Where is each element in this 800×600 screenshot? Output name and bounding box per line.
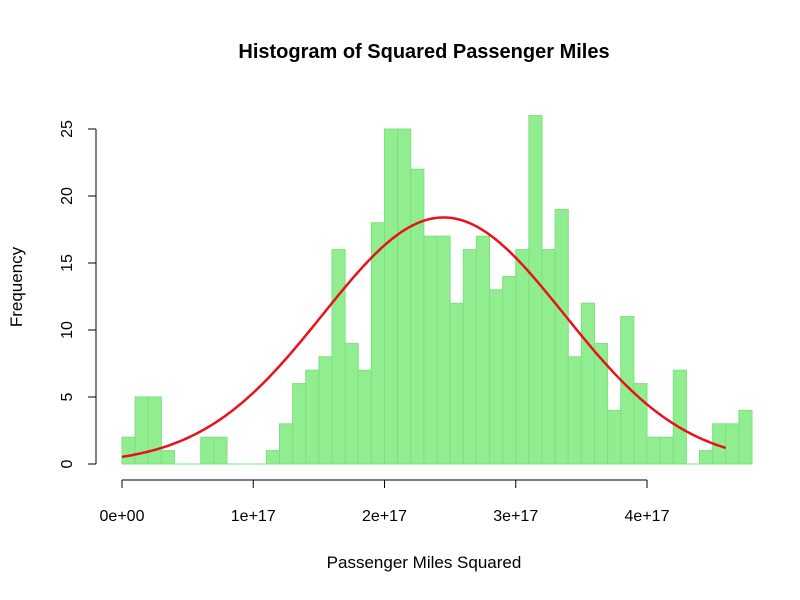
histogram-bar	[410, 168, 425, 465]
chart-title: Histogram of Squared Passenger Miles	[238, 41, 609, 63]
y-tick-label: 15	[59, 254, 76, 272]
histogram-bar	[672, 369, 687, 465]
histogram-bar	[528, 115, 543, 465]
histogram-bar	[502, 275, 517, 465]
histogram-bar	[633, 383, 648, 465]
histogram-bar	[121, 436, 136, 465]
histogram-bar	[397, 128, 412, 465]
x-axis-label: Passenger Miles Squared	[327, 553, 522, 572]
x-tick-label: 0e+00	[100, 508, 145, 525]
x-tick-label: 4e+17	[625, 508, 670, 525]
histogram-bar	[541, 249, 556, 465]
x-tick-label: 2e+17	[362, 508, 407, 525]
histogram-bar	[515, 249, 530, 465]
histogram-bar	[331, 249, 346, 465]
histogram-bar	[725, 423, 740, 465]
y-tick-label: 0	[59, 459, 76, 468]
y-tick-label: 20	[59, 187, 76, 205]
y-axis: 0 5 10 15 20 25	[59, 120, 97, 468]
histogram-bar	[594, 342, 609, 465]
histogram-bar	[475, 235, 491, 465]
histogram-bar	[200, 436, 215, 465]
x-tick-label: 1e+17	[231, 508, 276, 525]
y-axis-label: Frequency	[7, 246, 26, 327]
histogram-bars	[121, 115, 753, 465]
histogram-bar	[305, 369, 320, 465]
histogram-bar	[580, 302, 596, 465]
histogram-bar	[738, 409, 753, 465]
histogram-bar	[213, 436, 228, 465]
normal-density-curve	[121, 216, 727, 459]
histogram-bar	[423, 235, 438, 465]
histogram-bar	[344, 342, 359, 465]
histogram-bar	[292, 383, 307, 465]
y-tick-label: 10	[59, 321, 76, 339]
histogram-bar	[384, 128, 399, 465]
histogram-bar	[699, 450, 714, 465]
histogram-bar	[357, 369, 372, 465]
histogram-bar	[436, 235, 451, 465]
histogram-bar	[646, 436, 661, 465]
histogram-bar	[607, 409, 622, 465]
histogram-bar	[449, 302, 464, 465]
histogram-bar	[265, 450, 281, 465]
histogram-bar	[147, 396, 162, 465]
x-axis: 0e+00 1e+17 2e+17 3e+17 4e+17	[100, 479, 670, 525]
x-tick-label: 3e+17	[493, 508, 538, 525]
histogram-bar	[489, 289, 504, 465]
y-tick-label: 25	[59, 120, 76, 138]
histogram-bar	[554, 208, 569, 465]
y-tick-label: 5	[59, 392, 76, 401]
histogram-bar	[279, 423, 294, 465]
histogram-bar	[160, 450, 176, 465]
histogram-bar	[318, 356, 333, 465]
histogram-bar	[370, 222, 386, 465]
histogram-bar	[659, 436, 674, 465]
histogram-bar	[567, 356, 582, 465]
histogram-bar	[462, 249, 477, 465]
